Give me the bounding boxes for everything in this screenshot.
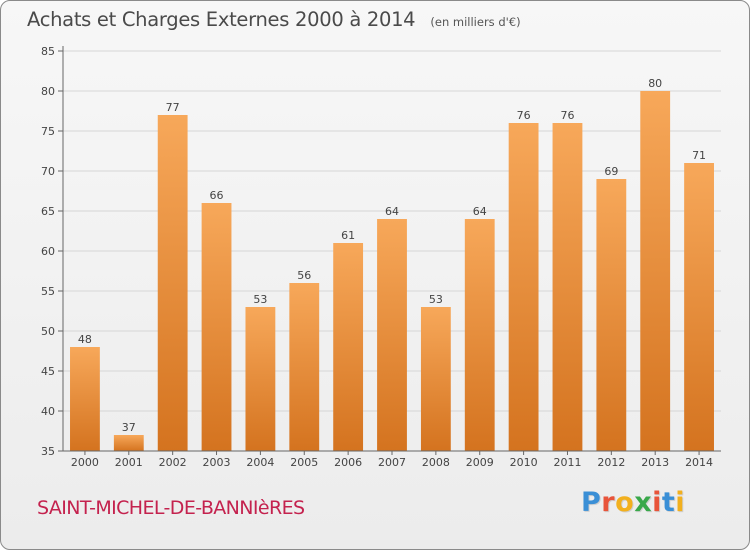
bar-2009 bbox=[464, 219, 495, 451]
logo-letter: i bbox=[675, 487, 686, 518]
bar-2012 bbox=[596, 179, 627, 451]
x-tick-label-2007: 2007 bbox=[378, 456, 406, 469]
data-label-2002: 77 bbox=[166, 101, 180, 114]
bar-2002 bbox=[157, 115, 188, 451]
x-tick-label-2009: 2009 bbox=[466, 456, 494, 469]
bars-layer bbox=[70, 91, 714, 451]
y-tick-label: 35 bbox=[41, 445, 55, 458]
y-tick-label: 40 bbox=[41, 405, 55, 418]
data-label-2014: 71 bbox=[692, 149, 706, 162]
data-label-2012: 69 bbox=[604, 165, 618, 178]
bar-2003 bbox=[201, 203, 232, 451]
data-label-2007: 64 bbox=[385, 205, 399, 218]
x-tick-label-2010: 2010 bbox=[510, 456, 538, 469]
bar-2001 bbox=[113, 435, 144, 451]
bar-2004 bbox=[245, 307, 276, 451]
bar-2013 bbox=[640, 91, 671, 451]
logo-letter: o bbox=[615, 487, 635, 518]
data-label-2010: 76 bbox=[517, 109, 531, 122]
bar-2007 bbox=[377, 219, 407, 451]
logo-letter: x bbox=[634, 487, 653, 518]
x-tick-label-2000: 2000 bbox=[71, 456, 99, 469]
data-label-2011: 76 bbox=[560, 109, 574, 122]
data-label-2003: 66 bbox=[210, 189, 224, 202]
y-tick-label: 70 bbox=[41, 165, 55, 178]
y-tick-label: 55 bbox=[41, 285, 55, 298]
data-label-2009: 64 bbox=[473, 205, 487, 218]
bar-2006 bbox=[333, 243, 364, 451]
chart-title: Achats et Charges Externes 2000 à 2014 bbox=[27, 8, 416, 31]
axis-layer bbox=[58, 46, 721, 455]
y-tick-label: 45 bbox=[41, 365, 55, 378]
title-row: Achats et Charges Externes 2000 à 2014 (… bbox=[27, 8, 521, 31]
y-tick-label: 85 bbox=[41, 45, 55, 58]
data-label-2006: 61 bbox=[341, 229, 355, 242]
x-tick-label-2001: 2001 bbox=[115, 456, 143, 469]
chart-subtitle: (en milliers d'€) bbox=[430, 15, 521, 29]
x-tick-label-2002: 2002 bbox=[159, 456, 187, 469]
bar-2010 bbox=[508, 123, 539, 451]
data-label-2008: 53 bbox=[429, 293, 443, 306]
proxiti-logo: Proxiti bbox=[581, 487, 685, 518]
bar-2014 bbox=[684, 163, 714, 451]
data-label-2013: 80 bbox=[648, 77, 662, 90]
x-tick-label-2011: 2011 bbox=[553, 456, 581, 469]
x-tick-label-2008: 2008 bbox=[422, 456, 450, 469]
data-label-2001: 37 bbox=[122, 421, 136, 434]
commune-name: SAINT-MICHEL-DE-BANNIèRES bbox=[37, 497, 305, 519]
bar-2000 bbox=[70, 347, 100, 451]
data-label-2004: 53 bbox=[253, 293, 267, 306]
y-tick-label: 50 bbox=[41, 325, 55, 338]
x-tick-label-2013: 2013 bbox=[641, 456, 669, 469]
y-tick-label: 80 bbox=[41, 85, 55, 98]
logo-letter: P bbox=[581, 487, 602, 518]
logo-letter: t bbox=[661, 487, 676, 518]
x-tick-label-2012: 2012 bbox=[597, 456, 625, 469]
logo-letter: r bbox=[601, 487, 616, 518]
y-tick-label: 60 bbox=[41, 245, 55, 258]
x-tick-label-2005: 2005 bbox=[290, 456, 318, 469]
y-tick-label: 75 bbox=[41, 125, 55, 138]
logo-letter: i bbox=[652, 487, 662, 518]
bar-2005 bbox=[289, 283, 320, 451]
x-tick-label-2004: 2004 bbox=[246, 456, 274, 469]
data-label-2000: 48 bbox=[78, 333, 92, 346]
bar-2008 bbox=[420, 307, 451, 451]
x-tick-label-2006: 2006 bbox=[334, 456, 362, 469]
x-tick-label-2003: 2003 bbox=[203, 456, 231, 469]
bar-2011 bbox=[552, 123, 583, 451]
x-tick-label-2014: 2014 bbox=[685, 456, 713, 469]
labels-layer: 35 40 45 50 55 60 65 70 75 80 85 48 2000 37 2001 77 2002… bbox=[41, 45, 713, 469]
y-tick-label: 65 bbox=[41, 205, 55, 218]
data-label-2005: 56 bbox=[297, 269, 311, 282]
